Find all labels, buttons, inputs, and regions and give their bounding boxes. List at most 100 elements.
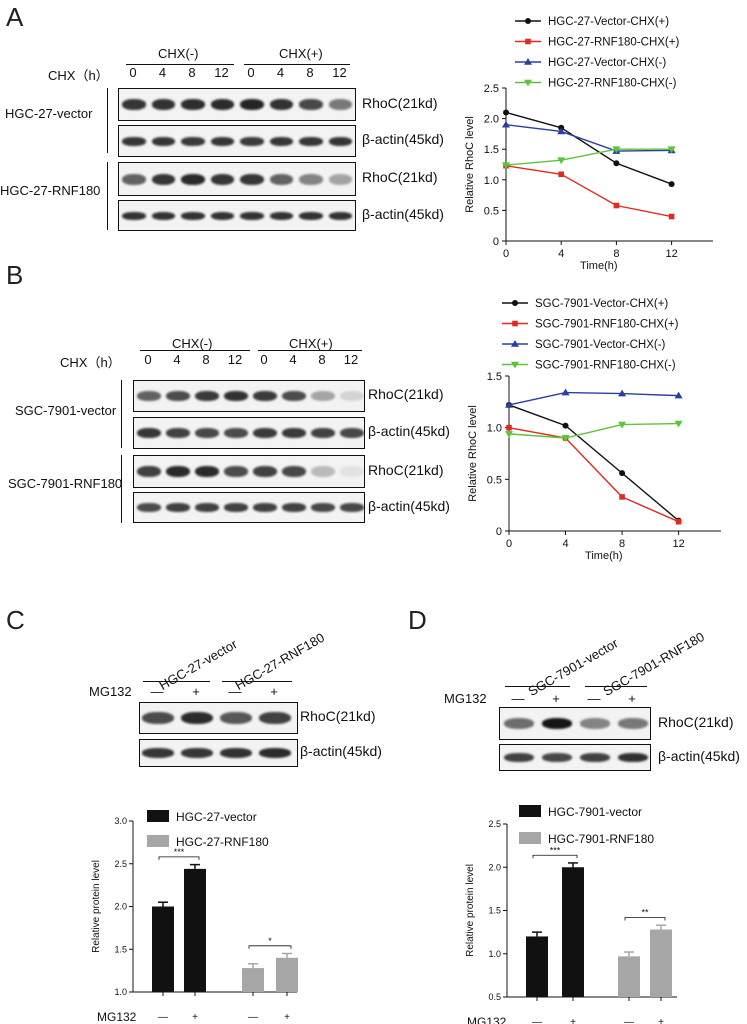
x-sign-label: +	[284, 1012, 290, 1023]
y-tick-label: 1.5	[114, 944, 127, 954]
blot-band	[181, 712, 213, 724]
blot-band	[224, 503, 248, 512]
blot-band	[340, 391, 364, 401]
blot-band	[328, 173, 353, 185]
cond-neg-label: CHX(-)	[172, 336, 213, 351]
blot-band	[282, 428, 306, 438]
group-label-2: HGC-27-RNF180	[0, 183, 101, 198]
blot-band	[151, 173, 176, 185]
blot-band	[210, 173, 235, 185]
legend-entry: HGC-27-vector	[176, 810, 257, 824]
legend-entry: HGC-7901-vector	[548, 805, 642, 819]
significance-bracket	[624, 917, 666, 921]
blot-row-label: RhoC(21kd)	[658, 713, 734, 730]
blot-band	[240, 136, 264, 146]
y-tick-label: 2.5	[488, 819, 501, 829]
lane-group-bracket-1	[143, 681, 210, 682]
legend-entry: HGC-27-Vector-CHX(+)	[548, 16, 669, 28]
lane-label: +	[552, 691, 560, 706]
group-label-1: SGC-7901-vector	[15, 403, 117, 418]
blot-band	[224, 428, 248, 438]
x-tick-label: 8	[619, 538, 625, 550]
bar	[242, 968, 264, 992]
chx-time-label: CHX（h）	[60, 355, 121, 370]
x-tick-label: 12	[672, 538, 684, 550]
data-point	[675, 518, 682, 525]
blot-band	[282, 503, 306, 512]
legend-entry: HGC-27-RNF180-CHX(-)	[548, 78, 677, 90]
mg132-axis-label: MG132	[97, 1010, 137, 1024]
chx-time-label: CHX（h）	[48, 68, 109, 83]
legend-entry: SGC-7901-RNF180-CHX(+)	[535, 319, 679, 331]
blot-band	[253, 466, 277, 477]
blot-band	[503, 753, 535, 762]
y-tick-label: 1.0	[488, 949, 501, 959]
data-point	[512, 300, 518, 306]
blot-band	[259, 748, 291, 758]
chart-d-protein-bar: 0.5 1.0 1.5 2.0 2.5 Relative protein level — + —…	[465, 805, 677, 1024]
legend-swatch	[519, 832, 541, 844]
y-tick-label: 2.0	[114, 902, 127, 912]
series-line	[508, 391, 679, 406]
lane-label: —	[587, 691, 601, 706]
lane-label: 0	[260, 352, 268, 367]
data-point	[613, 202, 620, 209]
x-tick-label: 12	[665, 248, 677, 260]
time-labels: 0 4 8 12 0 4 8 12	[118, 65, 354, 81]
cond-neg-bracket	[126, 64, 234, 65]
blot-band	[259, 712, 291, 724]
blot-band	[617, 718, 649, 729]
panel-letter-b: B	[6, 260, 24, 290]
blot-row-label: β-actin(45kd)	[362, 131, 444, 147]
x-tick-label: 4	[558, 248, 564, 260]
bar	[618, 956, 640, 997]
mg132-axis-label: MG132	[467, 1015, 507, 1024]
blot-band	[269, 136, 294, 146]
significance-bracket	[248, 945, 292, 949]
series-line	[505, 124, 672, 152]
bar	[184, 868, 206, 992]
blot-band	[166, 428, 190, 438]
data-point	[525, 38, 531, 45]
data-point	[525, 18, 531, 24]
x-axis-title: Time(h)	[580, 260, 617, 272]
blot-band	[253, 503, 277, 512]
cond-pos-label: CHX(+)	[289, 336, 333, 351]
data-point	[512, 320, 518, 327]
series-line	[508, 426, 679, 523]
blot-strip	[133, 492, 365, 523]
lane-label: 12	[343, 352, 359, 367]
legend-entry: HGC-27-Vector-CHX(-)	[548, 57, 666, 69]
blot-band	[220, 748, 252, 758]
blot-strip	[499, 744, 651, 771]
blot-row-label: β-actin(45kd)	[368, 423, 450, 439]
blot-band	[181, 211, 205, 220]
blot-band	[122, 136, 146, 146]
blot-band	[541, 753, 573, 762]
cond-neg-bracket	[140, 350, 250, 351]
group-bracket-1	[121, 380, 122, 448]
mg132-label: MG132	[444, 691, 487, 706]
data-point	[561, 388, 570, 396]
blot-row-label: β-actin(45kd)	[362, 205, 444, 222]
panel-c-western-blot: HGC-27-vector HGC-27-RNF180 MG132 — + — + R…	[0, 0, 400, 770]
cond-pos-bracket	[244, 64, 350, 65]
mg132-signs: — + — +	[505, 691, 647, 707]
blot-band	[503, 718, 535, 729]
legend-entry: SGC-7901-Vector-CHX(-)	[535, 339, 666, 351]
blot-band	[122, 211, 146, 220]
lane-label: +	[270, 684, 278, 699]
data-point	[505, 431, 513, 438]
chart-b-rhoc-line: 0 0.5 1.0 1.5 0 4 8 12 Time(h) Relative RhoC leve…	[467, 298, 721, 562]
data-point	[562, 422, 569, 429]
lane-label: 8	[318, 352, 326, 367]
data-point	[668, 181, 675, 188]
blot-band	[181, 748, 213, 758]
legend-entry: HGC-27-RNF180-CHX(+)	[548, 37, 679, 49]
blot-band	[617, 753, 649, 762]
lane-label: 8	[306, 65, 314, 80]
blot-band	[299, 211, 323, 220]
blot-band	[166, 391, 190, 401]
y-axis-title: Relative RhoC level	[467, 405, 479, 502]
x-sign-label: +	[192, 1012, 198, 1023]
